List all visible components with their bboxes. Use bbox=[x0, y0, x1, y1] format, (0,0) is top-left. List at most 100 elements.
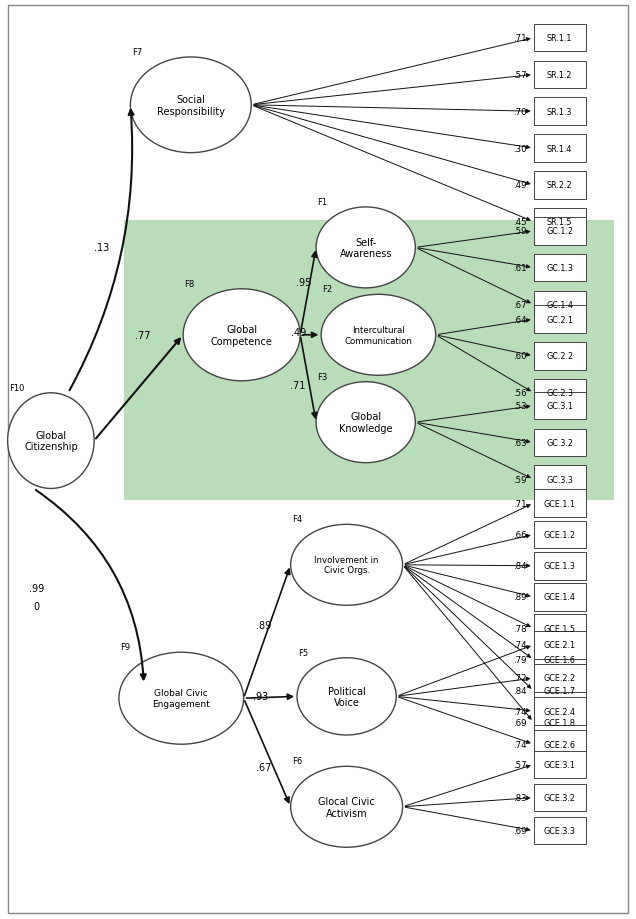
Bar bbox=[534, 784, 586, 811]
Text: .71: .71 bbox=[290, 381, 305, 391]
Text: Self-
Awareness: Self- Awareness bbox=[340, 237, 392, 259]
Text: Global
Competence: Global Competence bbox=[211, 324, 273, 346]
Text: .69: .69 bbox=[513, 826, 527, 835]
Ellipse shape bbox=[316, 382, 415, 463]
Bar bbox=[534, 25, 586, 52]
Text: .59: .59 bbox=[513, 475, 527, 484]
Text: GC.3.1: GC.3.1 bbox=[546, 402, 573, 411]
Text: F6: F6 bbox=[292, 756, 302, 766]
Text: .83: .83 bbox=[513, 793, 527, 802]
Text: SR.1.4: SR.1.4 bbox=[547, 144, 572, 153]
Text: .69: .69 bbox=[513, 718, 527, 727]
Text: .74: .74 bbox=[513, 707, 527, 716]
Text: SR.1.5: SR.1.5 bbox=[547, 218, 572, 227]
Text: F9: F9 bbox=[120, 642, 130, 652]
Bar bbox=[534, 98, 586, 126]
Text: F1: F1 bbox=[317, 198, 328, 207]
Bar bbox=[534, 664, 586, 692]
Bar bbox=[534, 646, 586, 674]
Text: .84: .84 bbox=[513, 562, 527, 571]
Bar bbox=[534, 135, 586, 163]
Ellipse shape bbox=[321, 295, 436, 376]
Bar bbox=[534, 429, 586, 457]
Text: .64: .64 bbox=[513, 315, 527, 324]
Text: F8: F8 bbox=[184, 279, 195, 289]
Text: GC.3.3: GC.3.3 bbox=[546, 475, 573, 484]
Bar bbox=[534, 698, 586, 725]
Text: GCE.1.5: GCE.1.5 bbox=[544, 624, 576, 633]
Text: Social
Responsibility: Social Responsibility bbox=[157, 95, 225, 117]
Bar bbox=[534, 521, 586, 549]
Text: F3: F3 bbox=[317, 372, 328, 381]
Text: .99: .99 bbox=[29, 584, 45, 593]
Text: GC.2.2: GC.2.2 bbox=[546, 352, 573, 361]
Ellipse shape bbox=[297, 658, 396, 735]
Text: GCE.1.8: GCE.1.8 bbox=[544, 718, 576, 727]
Text: GCE.2.6: GCE.2.6 bbox=[544, 740, 576, 749]
Ellipse shape bbox=[119, 652, 244, 744]
Text: GC.2.1: GC.2.1 bbox=[546, 315, 573, 324]
Text: .49: .49 bbox=[291, 328, 307, 337]
Text: .72: .72 bbox=[513, 674, 527, 683]
Ellipse shape bbox=[8, 393, 94, 489]
Text: SR.1.3: SR.1.3 bbox=[547, 108, 572, 117]
Text: .67: .67 bbox=[513, 301, 527, 310]
Bar bbox=[534, 584, 586, 611]
Text: .56: .56 bbox=[513, 389, 527, 398]
Text: F10: F10 bbox=[9, 383, 24, 392]
Text: .70: .70 bbox=[513, 108, 527, 117]
Text: .74: .74 bbox=[513, 641, 527, 650]
Bar bbox=[534, 615, 586, 642]
Bar bbox=[534, 343, 586, 370]
Text: .61: .61 bbox=[513, 264, 527, 273]
Text: SR.1.1: SR.1.1 bbox=[547, 34, 572, 43]
Text: .93: .93 bbox=[253, 692, 268, 701]
Text: F5: F5 bbox=[298, 648, 308, 657]
Text: GC.1.4: GC.1.4 bbox=[546, 301, 573, 310]
Text: Global Civic
Engagement: Global Civic Engagement bbox=[153, 688, 210, 709]
Ellipse shape bbox=[291, 525, 403, 606]
Bar bbox=[534, 490, 586, 517]
Bar bbox=[534, 306, 586, 334]
Text: Involvement in
Civic Orgs.: Involvement in Civic Orgs. bbox=[314, 555, 379, 575]
Text: GCE.1.2: GCE.1.2 bbox=[544, 530, 576, 539]
Text: .78: .78 bbox=[513, 624, 527, 633]
Text: GCE.1.4: GCE.1.4 bbox=[544, 593, 576, 602]
Text: GCE.1.3: GCE.1.3 bbox=[544, 562, 576, 571]
Ellipse shape bbox=[316, 208, 415, 289]
Text: GCE.3.3: GCE.3.3 bbox=[544, 826, 576, 835]
Text: .66: .66 bbox=[513, 530, 527, 539]
Text: GCE.3.1: GCE.3.1 bbox=[544, 760, 576, 769]
Text: .77: .77 bbox=[135, 331, 151, 340]
Text: .45: .45 bbox=[513, 218, 527, 227]
Text: Intercultural
Communication: Intercultural Communication bbox=[345, 325, 412, 346]
Text: Political
Voice: Political Voice bbox=[328, 686, 366, 708]
Bar bbox=[534, 709, 586, 736]
Text: GC.1.3: GC.1.3 bbox=[546, 264, 573, 273]
Text: GCE.3.2: GCE.3.2 bbox=[544, 793, 576, 802]
Text: GCE.2.1: GCE.2.1 bbox=[544, 641, 576, 650]
Bar bbox=[124, 221, 614, 501]
Text: GCE.2.4: GCE.2.4 bbox=[544, 707, 576, 716]
Text: .89: .89 bbox=[256, 620, 272, 630]
Text: .71: .71 bbox=[513, 499, 527, 508]
Text: GCE.1.1: GCE.1.1 bbox=[544, 499, 576, 508]
Text: .63: .63 bbox=[513, 438, 527, 448]
Text: .60: .60 bbox=[513, 352, 527, 361]
Text: F4: F4 bbox=[292, 515, 302, 524]
Text: GCE.1.7: GCE.1.7 bbox=[544, 686, 576, 696]
Bar bbox=[534, 218, 586, 245]
Bar bbox=[534, 677, 586, 705]
Bar bbox=[534, 209, 586, 236]
Text: GC.1.2: GC.1.2 bbox=[546, 227, 573, 236]
Text: F2: F2 bbox=[322, 285, 333, 294]
Text: .74: .74 bbox=[513, 740, 527, 749]
Ellipse shape bbox=[291, 766, 403, 847]
Text: .13: .13 bbox=[94, 244, 109, 253]
Text: .49: .49 bbox=[513, 181, 527, 190]
Bar bbox=[534, 172, 586, 199]
Bar bbox=[534, 392, 586, 420]
Text: .71: .71 bbox=[513, 34, 527, 43]
Bar bbox=[534, 62, 586, 89]
Text: .67: .67 bbox=[256, 763, 272, 772]
